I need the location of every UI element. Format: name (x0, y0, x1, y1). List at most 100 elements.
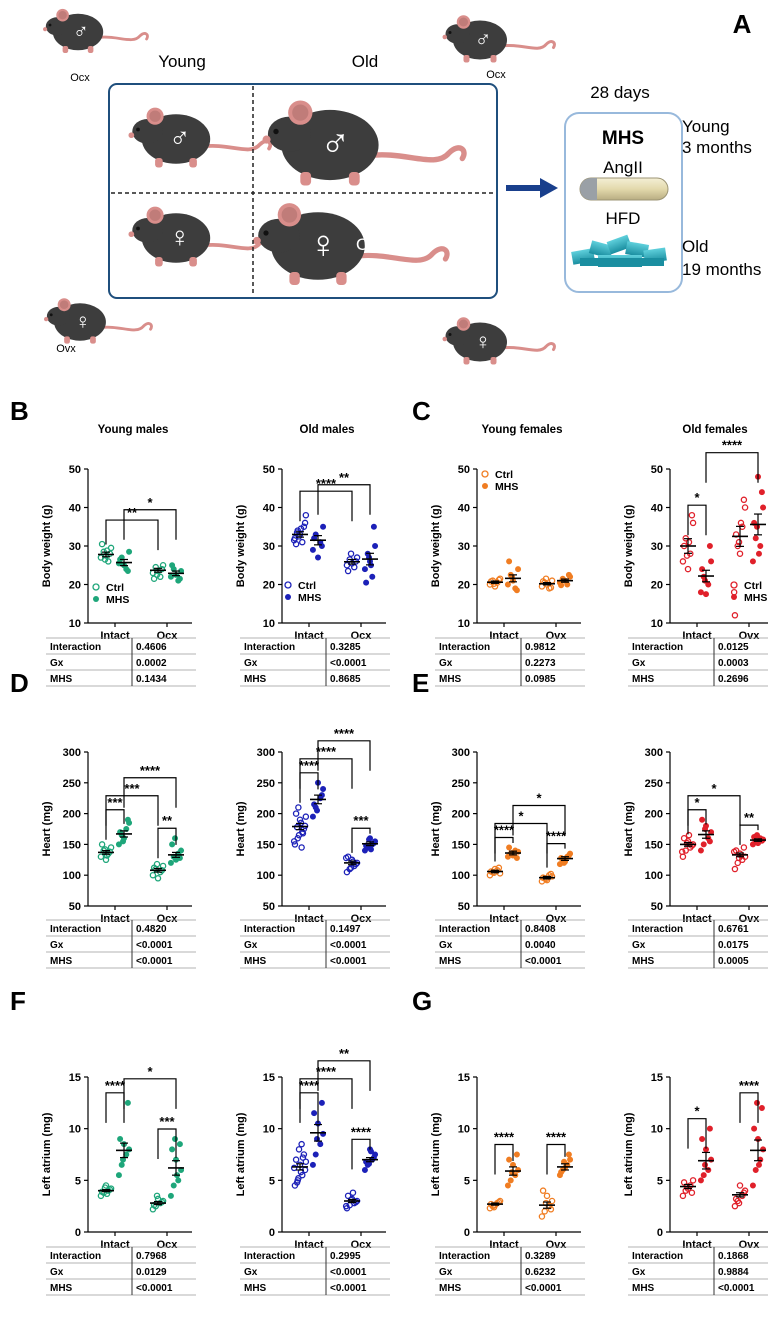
mhs-point (172, 1136, 179, 1143)
mhs-point (699, 566, 706, 573)
x-tick-label: Ovx (546, 630, 568, 642)
ctrl-point (688, 511, 696, 519)
stats-row-label: Gx (632, 658, 646, 669)
y-tick-label: 40 (651, 503, 663, 515)
stats-row-value: <0.0001 (136, 1283, 173, 1294)
ctrl-point (293, 1179, 301, 1186)
stats-row-label: Gx (50, 1267, 64, 1278)
stats-row-value: 0.1868 (718, 1251, 749, 1262)
x-tick-label: Ocx (157, 630, 179, 642)
ctrl-point (344, 567, 352, 575)
stats-row-label: Interaction (50, 1251, 101, 1262)
mhs-point (115, 841, 122, 848)
stats-row-value: 0.0985 (525, 674, 556, 685)
ctrl-point (547, 1206, 555, 1213)
stats-row-label: MHS (439, 674, 462, 685)
mhs-point (312, 1151, 319, 1158)
y-tick-label: 10 (458, 618, 470, 630)
legend-ctrl-marker (481, 470, 489, 478)
chart-B1: Young males Body weight (g) 10 20 30 40 50 Inta… (41, 424, 196, 687)
arrow-icon (506, 178, 558, 198)
ctrl-point (736, 1182, 744, 1189)
ctrl-point (295, 1175, 302, 1182)
stats-row-value: 0.0175 (718, 940, 749, 951)
legend-ctrl-marker (92, 583, 100, 591)
mhs-point (558, 582, 565, 589)
stats-row-label: Gx (50, 940, 64, 951)
ctrl-point (741, 504, 749, 511)
significance-bracket (351, 827, 371, 853)
mhs-point (708, 558, 715, 565)
mhs-point (507, 1177, 514, 1184)
stats-row-value: <0.0001 (136, 956, 173, 967)
y-tick-label: 300 (63, 747, 81, 759)
x-tick-label: Intact (489, 1239, 519, 1251)
mhs-point (309, 546, 316, 553)
ctrl-point (292, 810, 300, 817)
stats-row-value: 0.3289 (525, 1251, 556, 1262)
hfd-pellets-icon (571, 234, 667, 267)
mhs-point (506, 1156, 513, 1163)
y-tick-label: 30 (263, 541, 275, 553)
mhs-point (749, 558, 756, 565)
mhs-point (758, 489, 765, 496)
ctrl-point (342, 1202, 350, 1210)
y-axis-label: Body weight (g) (623, 504, 635, 587)
significance-label: *** (159, 1114, 175, 1129)
significance-bracket (739, 1092, 759, 1123)
stats-row-label: Gx (244, 658, 258, 669)
legend-mhs-label: MHS (298, 592, 321, 604)
panel-letter-g: G (412, 986, 432, 1016)
capsule-icon (579, 177, 669, 201)
mhs-point (169, 562, 176, 569)
legend-mhs-label: MHS (744, 592, 767, 604)
mhs-point (504, 581, 511, 588)
legend-mhs-marker (482, 483, 488, 489)
y-axis-label: Left atrium (mg) (623, 1112, 635, 1196)
mhs-point (172, 835, 179, 842)
y-tick-label: 50 (263, 901, 275, 913)
mhs-point (170, 1182, 177, 1189)
significance-label: * (518, 808, 524, 823)
ctrl-point (349, 1189, 357, 1196)
y-tick-label: 10 (651, 1124, 663, 1136)
svg-text:♂: ♂ (320, 120, 350, 166)
significance-label: *** (107, 795, 123, 810)
y-axis-label: Heart (mg) (623, 801, 635, 856)
x-tick-label: Ocx (351, 913, 373, 925)
legend-mhs-marker (93, 596, 99, 602)
ctrl-point (682, 847, 689, 854)
stats-table: Interaction 0.3289 Gx 0.6232 MHS <0.0001 (435, 1246, 585, 1296)
y-tick-label: 100 (257, 870, 275, 882)
significance-bracket (494, 822, 548, 854)
y-tick-label: 5 (464, 1175, 470, 1187)
ctrl-point (302, 813, 310, 820)
ctrl-point (154, 875, 162, 882)
legend-ctrl-marker (284, 581, 292, 589)
mhs-point (115, 1172, 122, 1179)
significance-bracket (105, 1092, 125, 1123)
svg-text:♀: ♀ (309, 224, 338, 267)
stats-row-value: 0.1497 (330, 924, 361, 935)
mhs-point (755, 550, 762, 557)
y-tick-label: 5 (75, 1175, 81, 1187)
y-tick-label: 0 (464, 1227, 470, 1239)
y-tick-label: 300 (452, 747, 470, 759)
stats-row-label: MHS (439, 1283, 462, 1294)
mhs-point (567, 1156, 574, 1163)
chart-title: Old males (300, 424, 355, 436)
significance-label: **** (351, 1124, 372, 1139)
stats-table: Interaction 0.3285 Gx <0.0001 MHS 0.8685 (240, 637, 390, 687)
stats-row-value: 0.2696 (718, 674, 749, 685)
stats-table: Interaction 0.9812 Gx 0.2273 MHS 0.0985 (435, 637, 585, 687)
ctrl-point (299, 830, 307, 837)
x-tick-label: Ocx (351, 630, 373, 642)
legend-ctrl-label: Ctrl (298, 580, 316, 592)
stats-row-label: Gx (439, 658, 453, 669)
significance-label: **** (494, 822, 515, 837)
ctrl-point (300, 1151, 308, 1158)
significance-label: * (536, 790, 542, 805)
x-tick-label: Intact (682, 913, 712, 925)
